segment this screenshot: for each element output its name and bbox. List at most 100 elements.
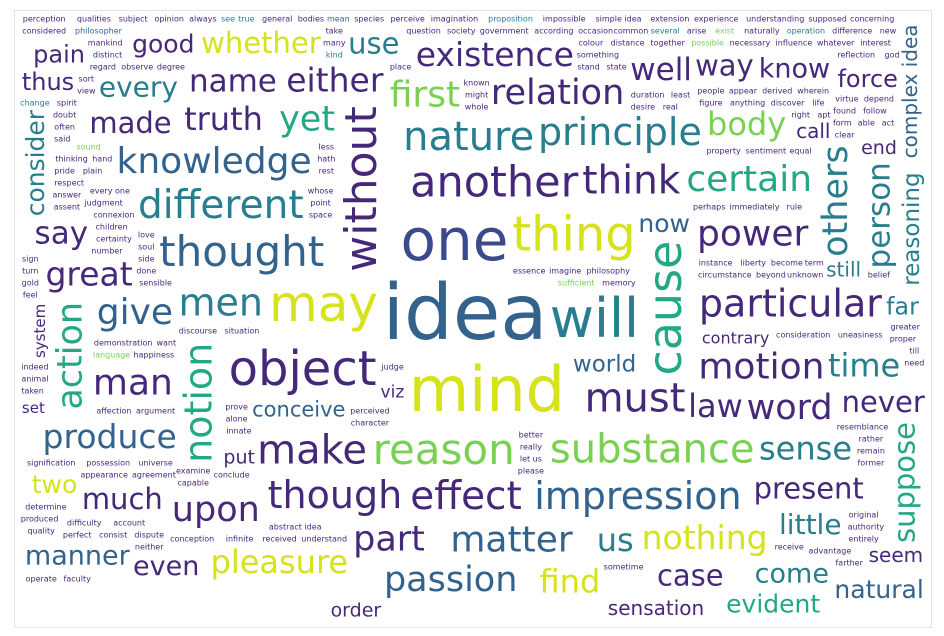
word-natural: natural bbox=[834, 575, 923, 604]
word-demonstration: demonstration bbox=[94, 339, 153, 348]
word-subject: subject bbox=[119, 15, 148, 24]
word-account: account bbox=[113, 519, 145, 528]
word-relation: relation bbox=[491, 73, 624, 113]
word-sensation: sensation bbox=[608, 596, 704, 620]
word-signification: signification bbox=[27, 459, 75, 468]
word-determine: determine bbox=[25, 503, 66, 512]
word-impression: impression bbox=[534, 474, 741, 518]
word-act: act bbox=[882, 119, 894, 128]
word-take: take bbox=[326, 27, 343, 36]
word-object: object bbox=[229, 341, 377, 397]
word-way: way bbox=[695, 49, 754, 83]
word-unknown: unknown bbox=[787, 271, 823, 280]
word-present: present bbox=[754, 471, 864, 505]
word-mankind: mankind bbox=[88, 39, 123, 48]
word-several: several bbox=[651, 27, 680, 36]
word-nothing: nothing bbox=[642, 518, 768, 557]
word-good: good bbox=[132, 30, 194, 59]
word-remain: remain bbox=[857, 447, 885, 456]
word-always: always bbox=[189, 15, 216, 24]
word-able: able bbox=[858, 119, 875, 128]
word-judgment: judgment bbox=[83, 199, 122, 208]
word-hath: hath bbox=[317, 155, 335, 164]
word-one: one bbox=[401, 206, 509, 274]
word-agreement: agreement bbox=[132, 471, 176, 480]
word-observe: observe bbox=[121, 63, 153, 72]
word-say: say bbox=[35, 215, 89, 251]
word-spirit: spirit bbox=[57, 99, 77, 108]
word-philosophy: philosophy bbox=[586, 267, 630, 276]
word-evident: evident bbox=[726, 590, 820, 619]
word-please: please bbox=[518, 467, 544, 476]
word-circumstance: circumstance bbox=[698, 271, 752, 280]
word-operation: operation bbox=[787, 27, 825, 36]
word-produce: produce bbox=[43, 417, 177, 456]
word-infinite: infinite bbox=[226, 535, 254, 544]
word-whatever: whatever bbox=[817, 39, 855, 48]
word-pride: pride bbox=[54, 167, 75, 176]
word-really: really bbox=[520, 443, 542, 452]
word-innate: innate bbox=[226, 427, 251, 436]
word-power: power bbox=[697, 214, 808, 255]
word-discover: discover bbox=[771, 99, 805, 108]
word-new: new bbox=[880, 27, 897, 36]
word-every: every bbox=[99, 71, 178, 104]
word-examine: examine bbox=[176, 467, 211, 476]
word-simple-idea: simple idea bbox=[595, 15, 641, 24]
word-character: character bbox=[351, 419, 390, 428]
word-existence: existence bbox=[416, 35, 574, 74]
word-figure: figure bbox=[699, 99, 722, 108]
word-thought: thought bbox=[159, 227, 324, 276]
word-us: us bbox=[597, 521, 634, 559]
word-put: put bbox=[223, 446, 255, 468]
word-man: man bbox=[93, 363, 173, 404]
word-case: case bbox=[657, 559, 724, 593]
word-mean: mean bbox=[327, 15, 350, 24]
word-particular: particular bbox=[699, 282, 882, 326]
word-complex-idea: complex idea bbox=[898, 24, 922, 158]
word-reflection: reflection bbox=[837, 51, 875, 60]
word-end: end bbox=[861, 137, 897, 159]
word-world: world bbox=[573, 352, 636, 378]
word-often: often bbox=[54, 123, 75, 132]
word-extension: extension bbox=[650, 15, 689, 24]
word-rather: rather bbox=[859, 435, 884, 444]
word-plain: plain bbox=[83, 167, 103, 176]
word-though: though bbox=[268, 473, 403, 517]
word-together: together bbox=[650, 39, 685, 48]
word-understand: understand bbox=[301, 535, 347, 544]
word-prove: prove bbox=[225, 403, 248, 412]
word-soul: soul bbox=[138, 243, 154, 252]
word-little: little bbox=[779, 508, 842, 541]
word-sound: sound bbox=[76, 143, 100, 152]
word-form: form bbox=[833, 119, 852, 128]
word-answer: answer bbox=[52, 191, 82, 200]
word-language: language bbox=[93, 351, 130, 360]
word-universe: universe bbox=[138, 459, 172, 468]
word-distinct: distinct bbox=[93, 51, 122, 60]
word-made: made bbox=[89, 106, 171, 140]
word-memory: memory bbox=[602, 279, 636, 288]
word-turn: turn bbox=[22, 267, 38, 276]
word-till: till bbox=[909, 347, 919, 356]
word-clear: clear bbox=[835, 131, 855, 140]
word-virtue: virtue bbox=[835, 95, 858, 104]
word-common: common bbox=[613, 27, 648, 36]
word-capable: capable bbox=[177, 479, 209, 488]
word-two: two bbox=[32, 470, 78, 499]
word-necessary: necessary bbox=[730, 39, 771, 48]
word-reason: reason bbox=[373, 425, 515, 474]
word-belief: belief bbox=[868, 271, 890, 280]
word-suppose: suppose bbox=[888, 422, 922, 543]
word-neither: neither bbox=[135, 543, 164, 552]
word-whole: whole bbox=[465, 103, 489, 112]
word-influence: influence bbox=[776, 39, 813, 48]
word-term: term bbox=[805, 259, 824, 268]
word-follow: follow bbox=[863, 107, 887, 116]
word-now: now bbox=[638, 209, 690, 238]
word-farther: farther bbox=[835, 559, 863, 568]
word-seem: seem bbox=[869, 543, 924, 567]
word-equal: equal bbox=[789, 147, 811, 156]
word-abstract-idea: abstract idea bbox=[269, 523, 322, 532]
word-perception: perception bbox=[23, 15, 66, 24]
